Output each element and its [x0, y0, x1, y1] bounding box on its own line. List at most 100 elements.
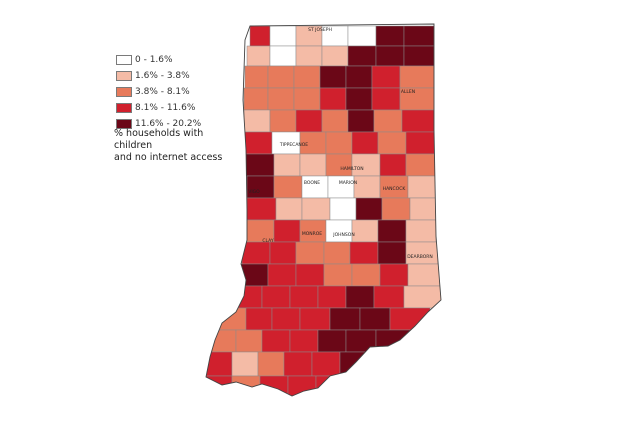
- county-shape: [405, 153, 436, 177]
- county-shape: [325, 219, 353, 243]
- legend-caption-line: and no internet access: [114, 152, 223, 163]
- county-shape: [379, 153, 407, 177]
- county-shape: [345, 329, 377, 353]
- county-label: DEARBORN: [407, 254, 433, 260]
- county-shape: [373, 109, 403, 133]
- legend-label: 11.6% - 20.2%: [135, 118, 202, 129]
- county-shape: [299, 219, 327, 243]
- county-shape: [261, 329, 291, 353]
- county-shape: [329, 197, 357, 221]
- county-shape: [323, 263, 353, 287]
- county-shape: [231, 351, 259, 377]
- county-shape: [347, 45, 377, 67]
- county-shape: [319, 87, 347, 111]
- county-shape: [373, 285, 405, 309]
- county-label: ST JOSEPH: [308, 27, 332, 33]
- county-shape: [401, 109, 435, 133]
- county-shape: [321, 109, 349, 133]
- county-shape: [219, 307, 247, 331]
- legend-item: 0 - 1.6%: [116, 52, 246, 67]
- county-shape: [206, 375, 233, 396]
- legend-caption: % households with children and no intern…: [114, 128, 244, 164]
- county-shape: [407, 175, 437, 199]
- county-shape: [355, 197, 383, 221]
- county-shape: [287, 375, 317, 396]
- legend-item: 11.6% - 20.2%: [116, 116, 246, 131]
- county-shape: [267, 263, 297, 287]
- county-shape: [349, 241, 379, 265]
- county-shape: [375, 25, 405, 47]
- state-outline: [205, 23, 442, 397]
- county-shape: [283, 351, 313, 377]
- county-shape: [293, 87, 321, 111]
- county-shape: [389, 307, 431, 331]
- county-shape: [295, 263, 325, 287]
- county-shape: [351, 153, 381, 177]
- county-label: HANCOCK: [383, 186, 407, 192]
- county-shape: [273, 175, 303, 199]
- county-shape: [345, 65, 373, 89]
- legend-caption-line: % households with children: [114, 128, 204, 151]
- county-shape: [267, 87, 295, 111]
- county-label-group: ST JOSEPH TIPPECANOE BOONE HAMILTON MARION HA…: [248, 27, 433, 260]
- legend-swatch: [116, 102, 132, 113]
- county-label: ALLEN: [401, 89, 415, 95]
- county-shape: [325, 131, 353, 155]
- county-shape: [257, 351, 285, 377]
- county-shape: [369, 351, 405, 377]
- legend-label: 3.8% - 8.1%: [135, 86, 190, 97]
- county-shape: [269, 25, 297, 47]
- county-shape: [293, 65, 321, 89]
- legend-swatch: [116, 70, 132, 81]
- county-shape: [299, 307, 331, 331]
- county-shape: [231, 375, 261, 396]
- county-label: CLAY: [262, 238, 273, 244]
- county-shape: [409, 197, 437, 221]
- county-shape: [261, 285, 291, 309]
- county-shape: [399, 65, 435, 89]
- county-shape: [249, 25, 271, 47]
- county-shape: [323, 241, 351, 265]
- county-shape: [343, 375, 373, 396]
- legend-item: 8.1% - 11.6%: [116, 100, 246, 115]
- legend-item: 3.8% - 8.1%: [116, 84, 246, 99]
- county-label: MONROE: [302, 231, 322, 237]
- county-shape: [327, 175, 355, 199]
- county-shape: [319, 65, 347, 89]
- county-shape: [325, 153, 353, 177]
- county-shape: [246, 197, 277, 221]
- county-shape: [246, 45, 271, 67]
- county-shape: [245, 307, 273, 331]
- county-shape: [301, 197, 331, 221]
- county-shape: [267, 65, 295, 89]
- county-shape: [244, 65, 269, 89]
- county-shape: [321, 45, 349, 67]
- county-shape: [351, 263, 381, 287]
- county-shape: [275, 197, 303, 221]
- county-shape: [295, 241, 325, 265]
- county-shape: [359, 307, 391, 331]
- county-shape: [371, 375, 401, 396]
- county-shape: [351, 219, 379, 243]
- county-shape: [405, 131, 436, 155]
- county-shape: [315, 375, 345, 396]
- county-label: VIGO: [248, 189, 260, 195]
- county-shape: [211, 329, 237, 353]
- legend-label: 1.6% - 3.8%: [135, 70, 190, 81]
- county-shape: [244, 131, 273, 155]
- county-shape: [381, 197, 411, 221]
- county-shape: [371, 65, 401, 89]
- county-shape: [269, 109, 297, 133]
- legend-swatch: [116, 118, 132, 129]
- county-shape: [317, 285, 347, 309]
- legend: 0 - 1.6% 1.6% - 3.8% 3.8% - 8.1% 8.1% - …: [116, 52, 246, 132]
- county-shape: [240, 263, 269, 287]
- county-shape: [375, 45, 405, 67]
- county-shape: [243, 109, 271, 133]
- county-shape: [241, 241, 271, 265]
- legend-swatch: [116, 86, 132, 97]
- legend-item: 1.6% - 3.8%: [116, 68, 246, 83]
- county-shape: [405, 219, 437, 243]
- county-shape: [301, 175, 329, 199]
- county-shape: [235, 329, 263, 353]
